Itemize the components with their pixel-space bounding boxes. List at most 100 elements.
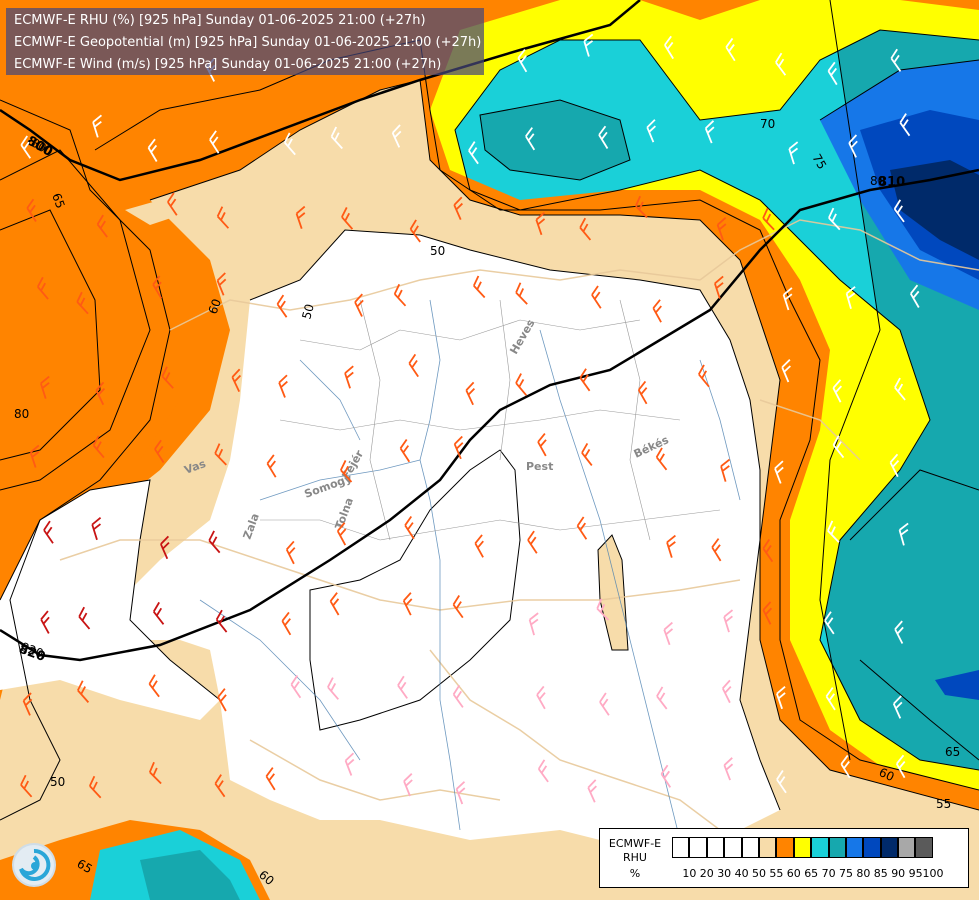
- wind-barb: [840, 754, 851, 779]
- wind-barb: [283, 132, 296, 156]
- wind-barb: [664, 35, 674, 60]
- wind-barb: [725, 37, 736, 62]
- wind-barb: [402, 592, 413, 616]
- legend-tick-label: 100: [922, 867, 944, 880]
- wind-barb: [37, 276, 49, 300]
- wind-barb: [634, 195, 648, 219]
- wind-barb: [231, 368, 242, 392]
- wind-barb: [898, 522, 909, 546]
- wind-barb: [403, 773, 413, 797]
- contour-label: 50: [430, 244, 445, 258]
- legend-swatch: [793, 837, 812, 858]
- contour-label: 60: [206, 297, 224, 316]
- wind-barb: [88, 775, 102, 799]
- wind-barb: [827, 520, 840, 543]
- wind-barb: [782, 287, 793, 311]
- wind-barb: [152, 275, 163, 299]
- wind-barb: [848, 134, 858, 158]
- legend-title-line2: RHU: [623, 851, 647, 864]
- wind-barb: [95, 381, 106, 406]
- wind-barb: [341, 207, 354, 230]
- wind-barb: [599, 692, 610, 716]
- legend-swatch: [741, 837, 759, 858]
- legend-tick-label: 10: [682, 867, 697, 880]
- wind-barb: [77, 680, 90, 703]
- legend-tick-label: 80: [856, 867, 871, 880]
- contour-label: 65: [75, 856, 95, 876]
- wind-barb: [517, 48, 528, 73]
- wind-barb: [40, 375, 50, 399]
- wind-barb: [152, 601, 165, 625]
- wind-barb: [20, 774, 33, 798]
- wind-barb: [828, 207, 841, 231]
- wind-barb: [330, 126, 343, 150]
- wind-barb: [285, 540, 296, 565]
- wind-barb: [656, 686, 668, 710]
- legend-swatch: [915, 837, 933, 858]
- geopotential-label: 810: [878, 175, 905, 190]
- wind-barb: [266, 454, 277, 478]
- wind-barb: [40, 610, 50, 634]
- legend-tick-label: 50: [752, 867, 766, 880]
- wind-barb: [587, 779, 597, 803]
- wind-barb: [825, 687, 836, 711]
- wind-barb: [713, 275, 724, 299]
- wind-barb: [893, 199, 905, 223]
- region-name: Pest: [526, 460, 553, 473]
- legend-swatch: [880, 837, 899, 858]
- wind-barb: [899, 113, 911, 137]
- wind-barb: [536, 685, 546, 710]
- wind-barb: [43, 520, 54, 544]
- wind-barb: [148, 761, 162, 785]
- wind-barb: [721, 679, 732, 704]
- wind-barb: [762, 538, 774, 563]
- wind-barb: [775, 52, 787, 76]
- legend-title: ECMWF-E RHU %: [602, 837, 668, 881]
- title-geopotential: ECMWF-E Geopotential (m) [925 hPa] Sunda…: [14, 35, 482, 50]
- wind-barb: [472, 275, 486, 299]
- map-title-box: ECMWF-E RHU (%) [925 hPa] Sunday 01-06-2…: [6, 8, 484, 75]
- wind-barb: [781, 359, 791, 383]
- wind-barb: [397, 675, 408, 699]
- contour-label: 80: [14, 407, 29, 421]
- legend-swatch: [863, 837, 881, 858]
- wind-barb: [409, 219, 421, 243]
- legend-tick-label: 55: [769, 867, 784, 880]
- wind-barb: [455, 781, 466, 805]
- wind-barb: [453, 435, 464, 460]
- contour-label: 50: [299, 302, 316, 320]
- wind-barb: [452, 684, 464, 708]
- contour-label: 75: [809, 152, 829, 172]
- wind-barb: [154, 439, 165, 463]
- legend-swatch: [724, 837, 742, 858]
- wind-barb: [327, 677, 339, 700]
- legend-unit: %: [629, 867, 641, 880]
- wind-barb: [393, 283, 407, 307]
- legend-tick-label: 60: [786, 867, 801, 880]
- wind-barb: [92, 435, 105, 459]
- wind-barb: [894, 377, 906, 401]
- wind-barb: [598, 125, 609, 149]
- wind-barb: [340, 460, 353, 483]
- wind-barb: [895, 754, 906, 779]
- wind-barb: [535, 211, 546, 236]
- wind-barb: [354, 293, 364, 317]
- wind-barb: [265, 767, 276, 791]
- wind-barb: [344, 365, 354, 389]
- rhu-legend: ECMWF-E RHU % 10 20 30 40 50 55 60 65 70 75 80 85 90…: [599, 828, 969, 888]
- legend-tick-label: 75: [839, 867, 853, 880]
- wind-barb: [637, 380, 648, 405]
- wind-barb: [78, 606, 91, 630]
- wind-barb: [774, 460, 784, 484]
- legend-swatch: [845, 837, 864, 858]
- wind-barb: [776, 685, 786, 710]
- contour-label: 55: [936, 797, 951, 811]
- wind-barb: [716, 217, 727, 241]
- contour-label: 50: [50, 775, 65, 789]
- wind-barb: [468, 141, 479, 165]
- county-lines: [260, 299, 721, 541]
- wind-barb: [474, 534, 484, 558]
- wind-barb: [537, 759, 549, 783]
